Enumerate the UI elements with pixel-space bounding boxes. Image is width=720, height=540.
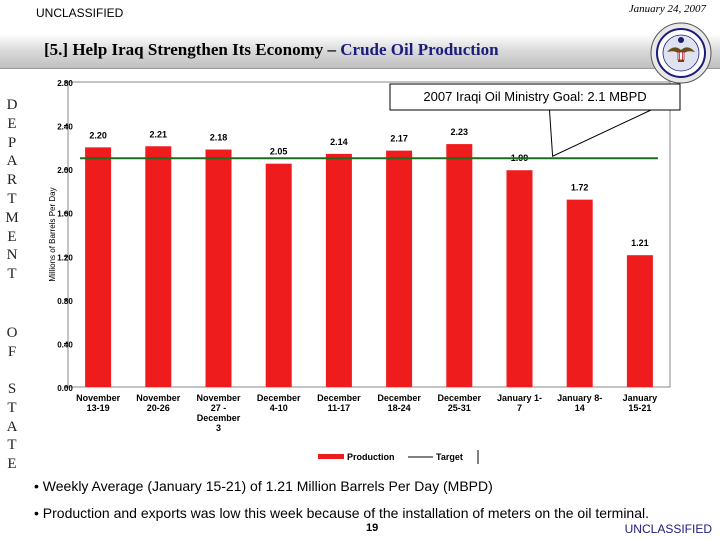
bullet-weekly-average: • Weekly Average (January 15-21) of 1.21… bbox=[34, 478, 493, 494]
x-category-label: January 1- bbox=[497, 393, 542, 403]
annotation-text: 2007 Iraqi Oil Ministry Goal: 2.1 MBPD bbox=[423, 89, 646, 104]
sidebar-letter: A bbox=[6, 153, 18, 170]
x-category-label: 27 - bbox=[211, 403, 227, 413]
sidebar-letter: P bbox=[7, 134, 17, 151]
sidebar-letter: E bbox=[7, 456, 17, 473]
sidebar-letter: F bbox=[7, 343, 17, 360]
x-category-label: 18-24 bbox=[388, 403, 411, 413]
x-category-label: 25-31 bbox=[448, 403, 471, 413]
annotation-callout bbox=[549, 109, 652, 158]
bottom-classification: UNCLASSIFIED bbox=[624, 522, 712, 536]
bar-data-label: 2.18 bbox=[210, 133, 228, 143]
production-bar bbox=[325, 153, 352, 387]
bullet-low-production: • Production and exports was low this we… bbox=[34, 505, 650, 521]
legend-production-swatch bbox=[318, 454, 344, 459]
production-bar bbox=[205, 149, 232, 387]
sidebar-letter: A bbox=[6, 418, 18, 435]
bar-data-label: 2.14 bbox=[330, 137, 348, 147]
y-tick-label: 2.00 bbox=[57, 166, 73, 175]
x-category-label: December bbox=[317, 393, 361, 403]
slide-title: [5.] Help Iraq Strengthen Its Economy – … bbox=[44, 40, 499, 60]
bar-data-label: 2.20 bbox=[89, 130, 107, 140]
sidebar-letter: E bbox=[7, 228, 17, 245]
title-accent: Crude Oil Production bbox=[340, 40, 499, 59]
bar-data-label: 2.05 bbox=[270, 147, 288, 157]
x-category-label: January bbox=[623, 393, 658, 403]
bar-data-label: 1.21 bbox=[631, 238, 649, 248]
state-department-seal-icon bbox=[650, 22, 712, 84]
y-tick-label: 1.60 bbox=[57, 210, 73, 219]
x-category-label: 14 bbox=[575, 403, 585, 413]
bar-data-label: 2.17 bbox=[390, 134, 408, 144]
sidebar-letter: T bbox=[7, 399, 17, 416]
bar-data-label: 1.72 bbox=[571, 183, 589, 193]
x-category-label: January 8- bbox=[557, 393, 602, 403]
x-category-label: December bbox=[377, 393, 421, 403]
x-category-label: 7 bbox=[517, 403, 522, 413]
x-category-label: December bbox=[438, 393, 482, 403]
y-tick-label: 0.40 bbox=[57, 340, 73, 349]
x-category-label: December bbox=[197, 413, 241, 423]
x-category-label: November bbox=[196, 393, 241, 403]
production-bar bbox=[265, 163, 292, 387]
x-category-label: 15-21 bbox=[628, 403, 651, 413]
sidebar-letter: T bbox=[7, 190, 17, 207]
legend-production-label: Production bbox=[347, 452, 395, 462]
production-bar bbox=[566, 199, 593, 387]
sidebar-letter: M bbox=[5, 209, 19, 226]
y-axis-label: Millions of Barrels Per Day bbox=[48, 187, 57, 281]
production-bar bbox=[145, 146, 172, 387]
production-bar bbox=[446, 144, 473, 387]
oil-production-chart: 0.00 0.40 0.80 1.20 1.60 2.00 2.40 2.80 Millions… bbox=[48, 79, 681, 464]
x-category-label: 3 bbox=[216, 423, 221, 433]
x-category-label: December bbox=[257, 393, 301, 403]
x-category-label: 11-17 bbox=[328, 403, 351, 413]
bar-data-label: 2.21 bbox=[150, 129, 168, 139]
sidebar-letter: D bbox=[6, 97, 18, 113]
sidebar-letter: O bbox=[6, 325, 18, 341]
y-tick-label: 2.40 bbox=[57, 123, 73, 132]
top-classification: UNCLASSIFIED bbox=[36, 6, 124, 20]
y-tick-label: 1.20 bbox=[57, 253, 73, 262]
sidebar-letter: T bbox=[7, 437, 17, 454]
sidebar-letter: S bbox=[7, 381, 17, 397]
x-category-label: 13-19 bbox=[87, 403, 110, 413]
x-category-label: November bbox=[136, 393, 181, 403]
annotation-box bbox=[389, 83, 681, 111]
title-bar bbox=[0, 34, 720, 69]
y-tick-label: 0.80 bbox=[57, 297, 73, 306]
bar-data-label: 2.23 bbox=[451, 127, 469, 137]
title-prefix: [5.] Help Iraq Strengthen Its Economy – bbox=[44, 40, 341, 59]
x-category-label: 4-10 bbox=[270, 403, 288, 413]
slide-date: January 24, 2007 bbox=[628, 3, 706, 15]
sidebar-letter: E bbox=[7, 115, 17, 132]
x-category-label: 20-26 bbox=[147, 403, 170, 413]
sidebar-letter: N bbox=[6, 247, 18, 264]
y-tick-label: 2.80 bbox=[57, 79, 73, 88]
page-number: 19 bbox=[366, 522, 379, 534]
legend-target-label: Target bbox=[436, 452, 463, 462]
production-bar bbox=[386, 150, 413, 387]
y-tick-label: 0.00 bbox=[57, 384, 73, 393]
production-bar bbox=[506, 170, 533, 387]
sidebar-letter: R bbox=[6, 172, 17, 189]
x-category-label: November bbox=[76, 393, 121, 403]
production-bar bbox=[626, 255, 653, 387]
production-bar bbox=[85, 147, 112, 387]
sidebar-letter: T bbox=[7, 266, 17, 283]
